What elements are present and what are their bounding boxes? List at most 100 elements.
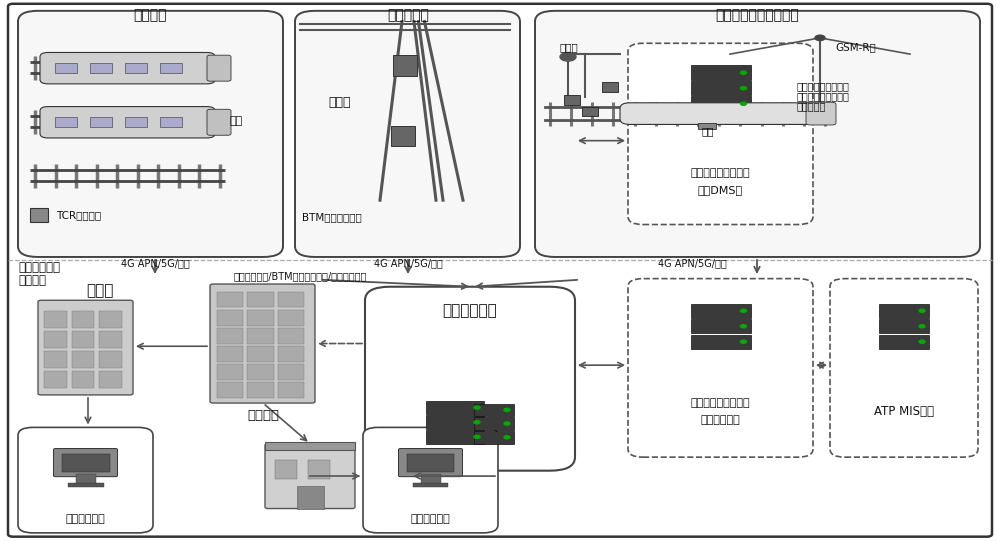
Circle shape <box>474 421 480 424</box>
FancyBboxPatch shape <box>55 117 77 127</box>
FancyBboxPatch shape <box>76 474 96 484</box>
Text: 维修管理系统: 维修管理系统 <box>701 415 740 425</box>
FancyBboxPatch shape <box>44 311 67 327</box>
FancyBboxPatch shape <box>247 346 274 361</box>
FancyBboxPatch shape <box>44 371 67 388</box>
FancyBboxPatch shape <box>879 304 929 318</box>
FancyBboxPatch shape <box>99 331 122 348</box>
FancyBboxPatch shape <box>363 427 498 533</box>
Text: 列控设备动态监测系: 列控设备动态监测系 <box>691 168 750 178</box>
FancyBboxPatch shape <box>72 331 94 348</box>
FancyBboxPatch shape <box>265 442 355 450</box>
FancyBboxPatch shape <box>40 107 215 138</box>
Circle shape <box>504 422 510 425</box>
Text: 电务段: 电务段 <box>86 283 114 299</box>
FancyBboxPatch shape <box>308 460 330 479</box>
Circle shape <box>919 309 925 312</box>
FancyBboxPatch shape <box>474 404 514 416</box>
Text: 检测棚: 检测棚 <box>560 43 579 52</box>
Text: 检测平台: 检测平台 <box>18 274 46 287</box>
FancyBboxPatch shape <box>426 415 484 429</box>
FancyBboxPatch shape <box>391 126 415 146</box>
FancyBboxPatch shape <box>365 287 575 471</box>
FancyBboxPatch shape <box>44 331 67 348</box>
FancyBboxPatch shape <box>879 319 929 333</box>
FancyBboxPatch shape <box>413 483 448 487</box>
Circle shape <box>504 408 510 412</box>
FancyBboxPatch shape <box>18 427 153 533</box>
Text: 磁钢: 磁钢 <box>702 126 714 136</box>
FancyBboxPatch shape <box>628 43 813 225</box>
Text: 安装状态图像识别预: 安装状态图像识别预 <box>797 91 850 101</box>
FancyBboxPatch shape <box>44 351 67 368</box>
Text: BTM在线检测基站: BTM在线检测基站 <box>302 213 362 222</box>
FancyBboxPatch shape <box>474 431 514 444</box>
FancyBboxPatch shape <box>474 417 514 430</box>
FancyBboxPatch shape <box>217 364 243 380</box>
FancyBboxPatch shape <box>72 311 94 327</box>
FancyBboxPatch shape <box>420 474 440 484</box>
Text: ATP MIS系统: ATP MIS系统 <box>874 405 934 418</box>
Text: GSM-R等: GSM-R等 <box>835 43 876 52</box>
Circle shape <box>504 436 510 439</box>
Text: 各检测子系统: 各检测子系统 <box>66 514 105 524</box>
FancyBboxPatch shape <box>620 103 815 124</box>
FancyBboxPatch shape <box>247 364 274 380</box>
Circle shape <box>815 35 825 41</box>
FancyBboxPatch shape <box>278 364 304 380</box>
Text: 环线: 环线 <box>230 116 243 126</box>
FancyBboxPatch shape <box>275 460 297 479</box>
FancyBboxPatch shape <box>879 334 929 349</box>
Text: TCR检测基站: TCR检测基站 <box>56 210 101 220</box>
FancyBboxPatch shape <box>247 328 274 344</box>
Text: 环线发码数据/BTM天线检测数据/高清图像数据: 环线发码数据/BTM天线检测数据/高清图像数据 <box>233 271 367 281</box>
FancyBboxPatch shape <box>690 96 750 111</box>
FancyBboxPatch shape <box>207 55 231 81</box>
Circle shape <box>740 102 746 105</box>
FancyBboxPatch shape <box>210 284 315 403</box>
FancyBboxPatch shape <box>217 310 243 326</box>
FancyBboxPatch shape <box>247 310 274 326</box>
Circle shape <box>474 406 480 409</box>
FancyBboxPatch shape <box>72 371 94 388</box>
Text: 检修库入口: 检修库入口 <box>387 8 429 22</box>
Circle shape <box>740 87 746 90</box>
FancyBboxPatch shape <box>217 328 243 344</box>
FancyBboxPatch shape <box>99 371 122 388</box>
FancyBboxPatch shape <box>278 346 304 361</box>
FancyBboxPatch shape <box>602 82 618 92</box>
FancyBboxPatch shape <box>217 346 243 361</box>
FancyBboxPatch shape <box>278 328 304 344</box>
FancyBboxPatch shape <box>38 300 133 395</box>
FancyBboxPatch shape <box>90 63 112 73</box>
FancyBboxPatch shape <box>535 11 980 257</box>
FancyBboxPatch shape <box>278 292 304 307</box>
Text: 警检测基站: 警检测基站 <box>797 101 826 111</box>
FancyBboxPatch shape <box>426 401 484 414</box>
FancyBboxPatch shape <box>247 382 274 398</box>
FancyBboxPatch shape <box>90 117 112 127</box>
FancyBboxPatch shape <box>296 486 324 509</box>
FancyBboxPatch shape <box>582 107 598 116</box>
Circle shape <box>919 340 925 344</box>
FancyBboxPatch shape <box>698 123 716 129</box>
FancyBboxPatch shape <box>217 382 243 398</box>
FancyBboxPatch shape <box>830 279 978 457</box>
FancyBboxPatch shape <box>54 448 118 477</box>
Text: 列控车载信息监测与: 列控车载信息监测与 <box>691 398 750 408</box>
Text: 检修库内: 检修库内 <box>133 8 167 22</box>
Circle shape <box>740 309 746 312</box>
FancyBboxPatch shape <box>160 63 182 73</box>
FancyBboxPatch shape <box>99 311 122 327</box>
FancyBboxPatch shape <box>398 448 462 477</box>
Circle shape <box>740 71 746 74</box>
FancyBboxPatch shape <box>406 454 454 472</box>
Text: 地面检测基站: 地面检测基站 <box>18 261 60 274</box>
Circle shape <box>474 435 480 438</box>
FancyBboxPatch shape <box>278 382 304 398</box>
FancyBboxPatch shape <box>125 63 147 73</box>
FancyBboxPatch shape <box>62 454 110 472</box>
FancyBboxPatch shape <box>690 304 750 318</box>
FancyBboxPatch shape <box>278 310 304 326</box>
FancyBboxPatch shape <box>55 63 77 73</box>
